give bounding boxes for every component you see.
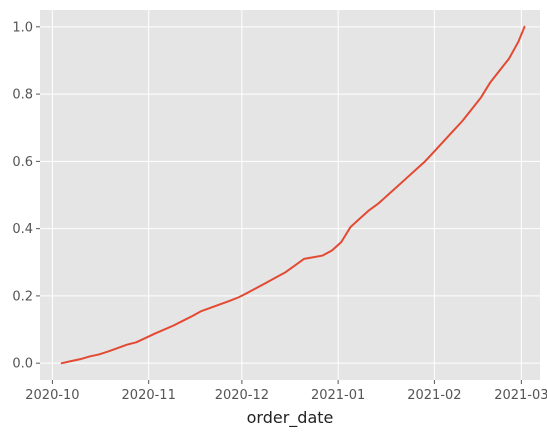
x-tick-label: 2020-12 xyxy=(215,388,269,403)
series-layer xyxy=(60,25,526,365)
series-line xyxy=(60,25,526,365)
x-tick-label: 2021-03 xyxy=(494,388,547,403)
y-tick-label: 0.8 xyxy=(12,88,33,103)
y-tick-label: 1.0 xyxy=(12,20,33,35)
tick-labels: 2020-10 2020-11 2020-12 2021-01 2021-02 2021-… xyxy=(12,20,547,403)
x-axis-label: order_date xyxy=(247,408,334,428)
y-tick-label: 0.0 xyxy=(12,357,33,372)
x-tick-label: 2021-02 xyxy=(407,388,461,403)
x-tick-label: 2020-11 xyxy=(122,388,176,403)
x-tick-label: 2021-01 xyxy=(311,388,365,403)
grid-lines xyxy=(40,10,540,380)
y-tick-label: 0.4 xyxy=(12,222,33,237)
y-tick-label: 0.6 xyxy=(12,155,33,170)
x-tick-label: 2020-10 xyxy=(25,388,79,403)
plot-background xyxy=(40,10,540,380)
y-tick-label: 0.2 xyxy=(12,289,33,304)
